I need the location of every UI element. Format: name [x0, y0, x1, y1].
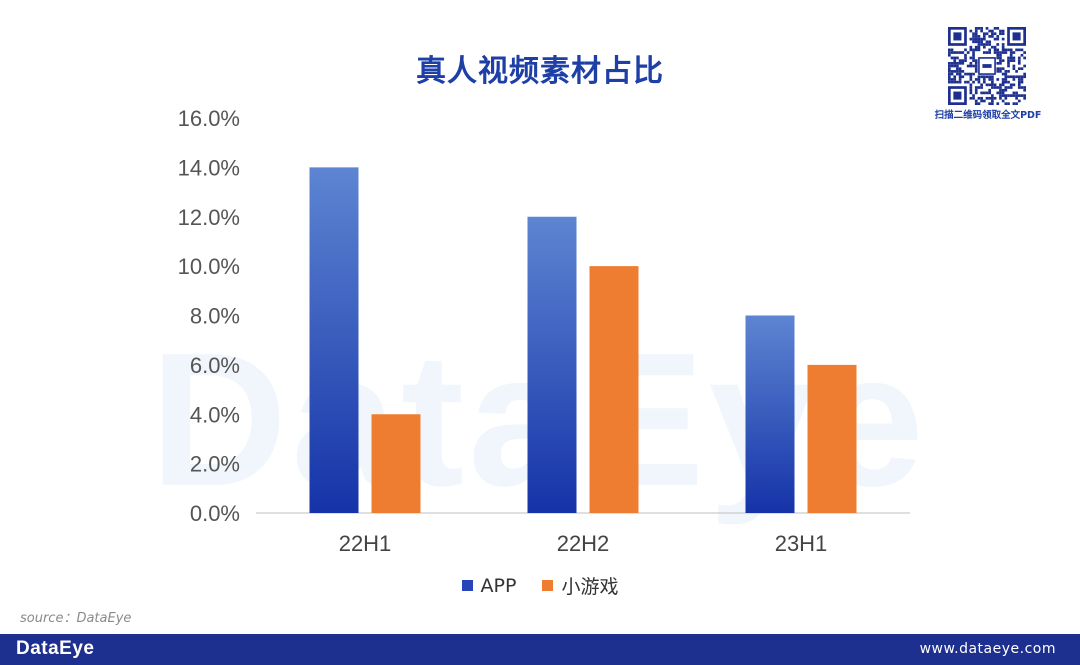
qr-code[interactable] — [948, 27, 1026, 105]
legend: APP 小游戏 — [0, 572, 1080, 599]
qr-caption: 扫描二维码领取全文PDF — [934, 110, 1042, 121]
y-tick-label: 16.0% — [178, 106, 240, 131]
bar-chart: 0.0% 2.0% 4.0% 6.0% 8.0% 10.0% 12.0% 14.0% 16.0%… — [178, 106, 910, 556]
bar-app-23h1 — [745, 315, 795, 513]
footer-logo: DataEye — [16, 638, 95, 659]
legend-item-mini-game: 小游戏 — [542, 572, 618, 599]
x-axis: 22H1 22H2 23H1 — [339, 531, 828, 556]
legend-swatch-app — [461, 580, 473, 591]
x-tick-label: 22H2 — [557, 531, 610, 556]
y-tick-label: 14.0% — [178, 155, 240, 180]
legend-label-mini-game: 小游戏 — [561, 576, 619, 598]
y-axis: 0.0% 2.0% 4.0% 6.0% 8.0% 10.0% 12.0% 14.0% 16.0% — [178, 106, 240, 526]
y-tick-label: 8.0% — [190, 304, 240, 329]
bar-mini-game-23h1 — [807, 364, 857, 513]
legend-swatch-mini-game — [542, 580, 554, 591]
bars-group — [309, 167, 857, 513]
y-tick-label: 2.0% — [190, 452, 240, 477]
chart-title: 真人视频素材占比 — [416, 54, 664, 89]
x-tick-label: 22H1 — [339, 531, 392, 556]
legend-label-app: APP — [480, 574, 517, 597]
bar-app-22h2 — [527, 216, 577, 513]
legend-item-app: APP — [461, 572, 517, 599]
footer-bar: DataEye www.dataeye.com — [0, 634, 1080, 665]
source-note: source：DataEye — [20, 611, 132, 626]
y-tick-label: 0.0% — [190, 501, 240, 526]
y-tick-label: 6.0% — [190, 353, 240, 378]
y-tick-label: 10.0% — [178, 254, 240, 279]
footer-url[interactable]: www.dataeye.com — [919, 641, 1056, 657]
bar-mini-game-22h1 — [371, 414, 421, 513]
bar-mini-game-22h2 — [589, 266, 639, 513]
bar-app-22h1 — [309, 167, 359, 513]
x-tick-label: 23H1 — [775, 531, 828, 556]
y-tick-label: 12.0% — [178, 205, 240, 230]
y-tick-label: 4.0% — [190, 402, 240, 427]
